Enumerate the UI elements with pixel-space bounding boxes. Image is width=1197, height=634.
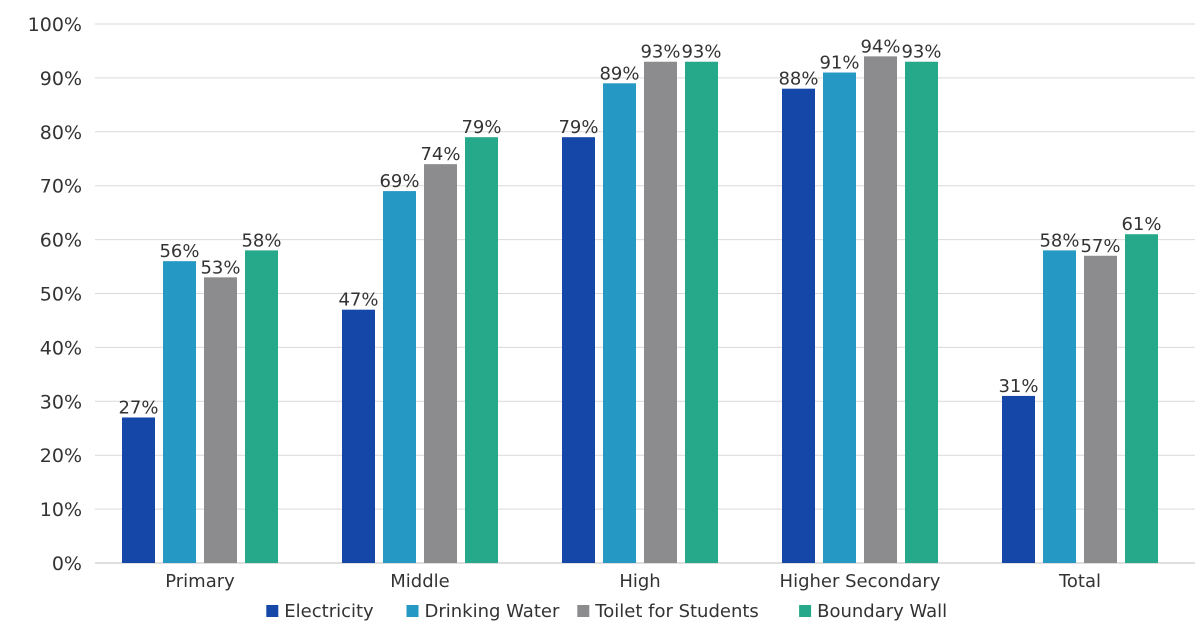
category-label: Higher Secondary [780,571,941,592]
bar-drinking-water [823,72,856,563]
data-label: 94% [860,36,900,57]
bar-boundary-wall [465,137,498,563]
legend-item-drinking-water: Drinking Water [406,601,560,622]
category-label: Total [1058,571,1101,592]
data-label: 88% [778,69,818,90]
bar-toilet-for-students [204,277,237,563]
y-tick-label: 10% [40,499,82,521]
data-label: 31% [998,376,1038,397]
legend-item-toilet-for-students: Toilet for Students [577,601,759,622]
bar-boundary-wall [245,250,278,563]
y-tick-label: 60% [40,230,82,252]
legend-swatch [406,605,419,617]
y-tick-label: 30% [40,391,82,413]
y-tick-label: 80% [40,122,82,144]
bar-toilet-for-students [644,61,677,563]
y-tick-label: 100% [28,14,82,36]
data-label: 56% [159,241,199,262]
bar-electricity [342,309,375,563]
bar-electricity [122,417,155,563]
data-label: 27% [118,397,158,418]
bar-boundary-wall [685,61,718,563]
data-label: 47% [338,290,378,311]
legend-label: Boundary Wall [817,601,947,622]
y-axis-tick-labels: 0% 10% 20% 30% 40% 50% 60% 70% 80% 90% 100% [28,14,82,575]
data-label: 74% [420,144,460,165]
y-tick-label: 90% [40,68,82,90]
legend-label: Drinking Water [425,601,560,622]
legend-item-electricity: Electricity [266,601,374,622]
category-label: Primary [165,571,235,592]
data-label: 69% [379,171,419,192]
bar-toilet-for-students [424,164,457,563]
legend-swatch [266,605,279,617]
data-labels: 27%56%53%58%47%69%74%79% 79%89%93% 93%88%9… [118,36,1161,418]
y-tick-label: 40% [40,337,82,359]
y-tick-label: 0% [52,553,82,575]
legend: Electricity Drinking Water Toilet for Stud… [266,601,947,622]
bar-toilet-for-students [864,56,897,564]
y-tick-label: 20% [40,445,82,467]
data-label: 93% [901,42,941,63]
bar-drinking-water [163,261,196,563]
bar-electricity [1002,395,1035,563]
y-tick-label: 50% [40,284,82,306]
data-label: 91% [819,53,859,74]
bar-drinking-water [1043,250,1076,563]
bar-electricity [782,88,815,564]
data-label: 57% [1080,236,1120,257]
legend-label: Toilet for Students [594,601,759,622]
bars [122,56,1158,564]
bar-boundary-wall [1125,234,1158,563]
bar-drinking-water [603,83,636,563]
legend-label: Electricity [284,601,374,622]
data-label: 89% [599,63,639,84]
bar-boundary-wall [905,61,938,563]
data-label: 58% [1039,230,1079,251]
data-label: 93% [681,42,721,63]
category-label: High [619,571,660,592]
data-label: 79% [461,117,501,138]
y-tick-label: 70% [40,176,82,198]
data-label: 53% [200,257,240,278]
data-label: 61% [1121,214,1161,235]
bar-drinking-water [383,191,416,563]
bar-toilet-for-students [1084,255,1117,563]
bar-electricity [562,137,595,563]
data-label: 58% [241,230,281,251]
category-label: Middle [390,571,449,592]
legend-swatch [577,605,590,617]
legend-item-boundary-wall: Boundary Wall [799,601,947,622]
x-axis-category-labels: Primary Middle High Higher Secondary Total [165,571,1101,592]
legend-swatch [799,605,812,617]
data-label: 79% [558,117,598,138]
data-label: 93% [640,42,680,63]
